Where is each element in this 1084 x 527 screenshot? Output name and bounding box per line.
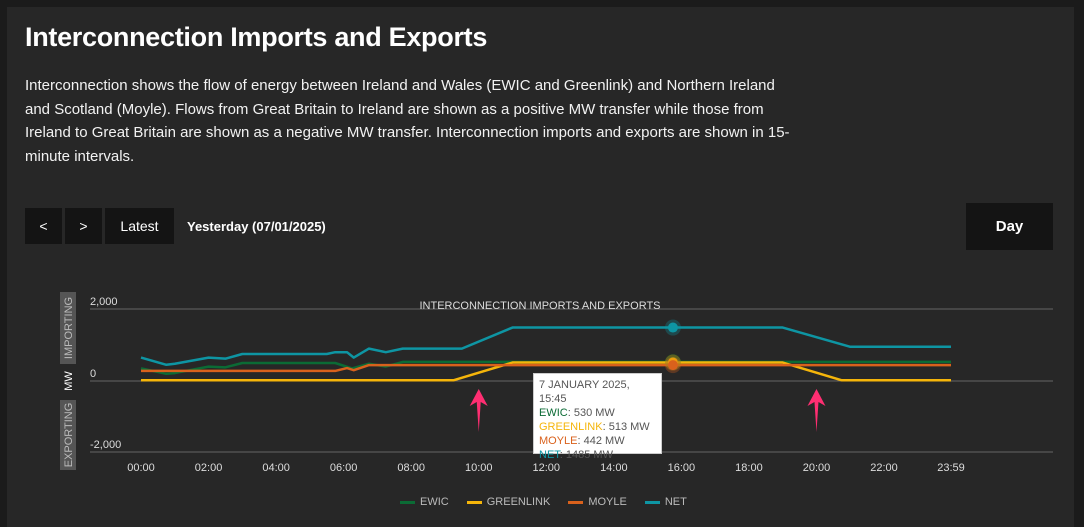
tooltip-value: 530 MW — [573, 407, 615, 419]
x-tick-label: 02:00 — [195, 462, 223, 474]
series-line-net — [140, 326, 951, 367]
next-button[interactable]: > — [65, 208, 102, 244]
y-tick-label: -2,000 — [90, 439, 121, 451]
chart-legend: EWIC GREENLINK MOYLE NET — [400, 496, 687, 508]
tooltip-value: 1485 MW — [565, 449, 613, 461]
latest-button[interactable]: Latest — [105, 208, 174, 244]
x-tick-label: 22:00 — [870, 462, 898, 474]
chart-title: INTERCONNECTION IMPORTS AND EXPORTS — [419, 300, 660, 312]
x-tick-label: 04:00 — [262, 462, 290, 474]
x-tick-label: 23:59 — [937, 462, 965, 474]
series-line-moyle — [141, 363, 951, 373]
tooltip-series-name: EWIC — [539, 407, 568, 419]
exporting-label: EXPORTING — [63, 403, 75, 468]
legend-item-ewic[interactable]: EWIC — [400, 496, 449, 508]
tooltip-series-name: NET — [539, 449, 560, 461]
x-tick-label: 06:00 — [330, 462, 358, 474]
tooltip-series-name: GREENLINK — [539, 421, 603, 433]
chart-tooltip: 7 JANUARY 2025, 15:45 EWIC: 530 MW GREENL… — [533, 373, 662, 461]
x-tick-label: 12:00 — [533, 462, 561, 474]
tooltip-row: NET: 1485 MW — [539, 449, 613, 461]
x-tick-label: 16:00 — [668, 462, 696, 474]
legend-swatch — [568, 500, 584, 504]
y-axis-label: MW — [63, 371, 75, 391]
tooltip-row: MOYLE: 442 MW — [539, 435, 625, 447]
y-tick-label: 0 — [90, 368, 96, 380]
period-day-button[interactable]: Day — [966, 203, 1053, 250]
x-tick-label: 00:00 — [127, 462, 155, 474]
tooltip-row: EWIC: 530 MW — [539, 407, 615, 419]
exporting-label-bg — [60, 400, 76, 470]
date-label: Yesterday (07/01/2025) — [187, 219, 326, 234]
x-tick-label: 18:00 — [735, 462, 763, 474]
legend-swatch — [400, 500, 415, 504]
previous-button[interactable]: < — [25, 208, 62, 244]
legend-swatch — [644, 500, 660, 504]
importing-label: IMPORTING — [63, 297, 75, 359]
legend-label: EWIC — [420, 496, 449, 508]
legend-label: GREENLINK — [486, 496, 551, 508]
legend-item-greenlink[interactable]: GREENLINK — [466, 496, 551, 508]
importing-label-bg — [60, 292, 76, 364]
tooltip-title: 7 JANUARY 2025, 15:45 — [539, 379, 630, 405]
tooltip-series-name: MOYLE — [539, 435, 578, 447]
x-tick-label: 08:00 — [397, 462, 425, 474]
annotation-arrow-icon — [807, 389, 826, 432]
legend-item-net[interactable]: NET — [644, 496, 687, 508]
x-tick-label: 14:00 — [600, 462, 628, 474]
legend-item-moyle[interactable]: MOYLE — [568, 496, 627, 508]
tooltip-value: 442 MW — [583, 435, 625, 447]
x-tick-label: 20:00 — [803, 462, 831, 474]
tooltip-row: GREENLINK: 513 MW — [539, 421, 650, 433]
annotation-arrow-icon — [469, 389, 488, 432]
series-line-greenlink — [141, 361, 951, 382]
page-title: Interconnection Imports and Exports — [25, 22, 488, 52]
tooltip-value: 513 MW — [608, 421, 650, 433]
legend-label: NET — [664, 496, 687, 508]
legend-swatch — [466, 500, 482, 504]
legend-label: MOYLE — [588, 496, 627, 508]
hover-point-moyle — [667, 360, 678, 371]
x-tick-label: 10:00 — [465, 462, 493, 474]
y-tick-label: 2,000 — [90, 296, 118, 308]
hover-point-net — [667, 322, 678, 333]
page-description: Interconnection shows the flow of energy… — [25, 77, 790, 165]
